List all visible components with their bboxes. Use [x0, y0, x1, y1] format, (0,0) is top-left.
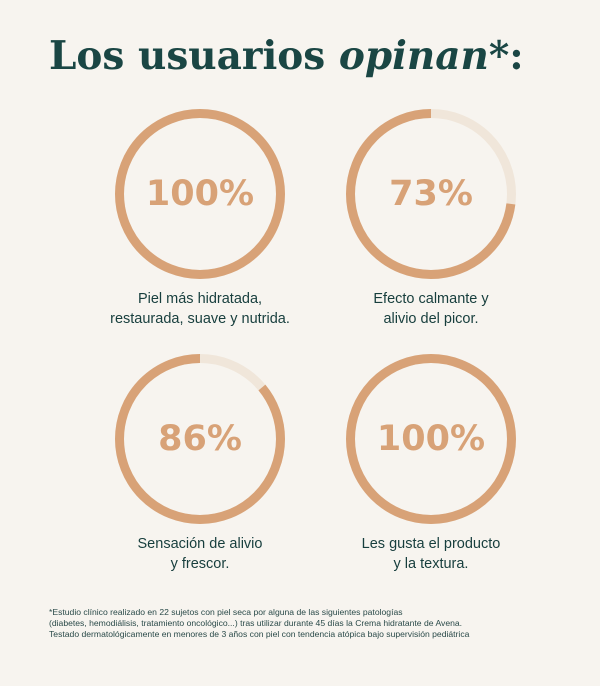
footnote-line: Testado dermatológicamente en menores de…	[49, 629, 470, 639]
ring-fill	[115, 109, 285, 279]
title-suffix: *:	[488, 33, 524, 79]
ring-fill	[346, 109, 516, 279]
progress-ring: 100%	[115, 109, 285, 279]
stat-percent: 100%	[146, 174, 254, 214]
stat-caption: Sensación de alivio y frescor.	[137, 536, 263, 572]
stat-card: 73% Efecto calmante y alivio del picor.	[281, 109, 581, 329]
title-accent: opinan	[338, 33, 489, 79]
footnote-line: (diabetes, hemodiálisis, tratamiento onc…	[49, 618, 463, 628]
stat-percent: 100%	[377, 419, 485, 459]
footnote: *Estudio clínico realizado en 22 sujetos…	[49, 607, 569, 640]
stat-caption: Efecto calmante y alivio del picor.	[373, 291, 489, 327]
page-title: Los usuarios opinan*:	[49, 30, 524, 82]
stat-card: 86% Sensación de alivio y frescor.	[50, 354, 350, 574]
progress-ring: 73%	[346, 109, 516, 279]
title-main: Los usuarios	[49, 33, 339, 79]
stat-card: 100% Les gusta el producto y la textura.	[281, 354, 581, 574]
stat-caption: Piel más hidratada, restaurada, suave y …	[110, 291, 290, 327]
stat-card: 100% Piel más hidratada, restaurada, sua…	[50, 109, 350, 329]
progress-ring: 86%	[115, 354, 285, 524]
progress-ring: 100%	[346, 354, 516, 524]
stat-percent: 73%	[389, 174, 473, 214]
footnote-line: *Estudio clínico realizado en 22 sujetos…	[49, 607, 403, 617]
ring-fill	[115, 354, 285, 524]
stat-caption: Les gusta el producto y la textura.	[361, 536, 501, 572]
ring-fill	[346, 354, 516, 524]
stat-percent: 86%	[158, 419, 242, 459]
